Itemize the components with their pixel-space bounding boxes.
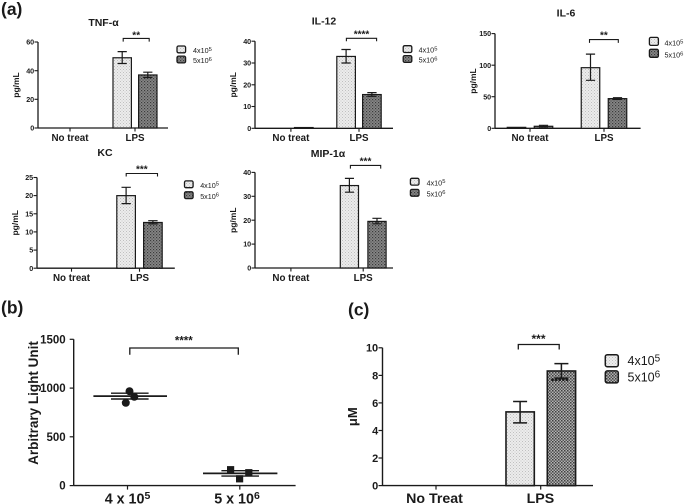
- svg-text:6: 6: [372, 398, 378, 410]
- svg-text:0: 0: [29, 264, 33, 273]
- svg-text:No treat: No treat: [272, 133, 310, 144]
- svg-text:pg/mL: pg/mL: [228, 72, 238, 98]
- svg-text:30: 30: [243, 192, 251, 201]
- svg-text:40: 40: [243, 37, 251, 46]
- svg-text:***: ***: [136, 165, 148, 176]
- svg-text:25: 25: [25, 173, 33, 182]
- svg-text:5x106: 5x106: [193, 56, 212, 65]
- svg-text:MIP-1α: MIP-1α: [311, 148, 346, 160]
- svg-text:4x105: 4x105: [193, 46, 212, 55]
- svg-text:(b): (b): [1, 298, 23, 318]
- svg-text:4x105: 4x105: [628, 353, 661, 368]
- svg-text:15: 15: [25, 209, 33, 218]
- svg-text:500: 500: [47, 432, 66, 444]
- svg-text:No treat: No treat: [511, 133, 549, 144]
- svg-text:5x106: 5x106: [628, 370, 661, 385]
- svg-text:***: ***: [360, 157, 372, 168]
- svg-text:50: 50: [483, 92, 491, 101]
- svg-text:0: 0: [30, 124, 34, 133]
- svg-text:0: 0: [247, 264, 251, 273]
- svg-text:30: 30: [243, 59, 251, 68]
- svg-text:(c): (c): [348, 300, 369, 320]
- svg-text:20: 20: [26, 95, 34, 104]
- svg-text:No treat: No treat: [272, 273, 310, 284]
- svg-text:5 x 106: 5 x 106: [214, 490, 260, 504]
- svg-text:5x106: 5x106: [427, 189, 446, 198]
- svg-text:4x105: 4x105: [665, 39, 684, 48]
- svg-text:IL-6: IL-6: [557, 8, 576, 20]
- svg-text:5: 5: [29, 246, 33, 255]
- svg-text:KC: KC: [97, 147, 113, 159]
- svg-text:4 x 105: 4 x 105: [105, 490, 151, 504]
- svg-text:0: 0: [372, 481, 378, 493]
- svg-text:20: 20: [243, 80, 251, 89]
- svg-text:1500: 1500: [40, 334, 66, 346]
- svg-text:20: 20: [243, 216, 251, 225]
- svg-text:IL-12: IL-12: [312, 16, 337, 28]
- svg-text:8: 8: [372, 370, 378, 382]
- svg-text:0: 0: [487, 124, 491, 133]
- svg-text:LPS: LPS: [527, 491, 555, 504]
- svg-text:100: 100: [479, 61, 491, 70]
- svg-text:pg/mL: pg/mL: [228, 207, 238, 233]
- svg-text:10: 10: [243, 102, 251, 111]
- svg-text:LPS: LPS: [130, 273, 150, 284]
- svg-text:****: ****: [354, 30, 370, 41]
- svg-text:60: 60: [26, 38, 34, 47]
- svg-text:4: 4: [372, 425, 379, 437]
- svg-text:pg/mL: pg/mL: [468, 68, 478, 94]
- svg-text:20: 20: [25, 191, 33, 200]
- svg-text:No treat: No treat: [53, 273, 91, 284]
- svg-text:No Treat: No Treat: [406, 491, 463, 504]
- svg-text:LPS: LPS: [594, 133, 614, 144]
- svg-text:0: 0: [59, 481, 65, 493]
- svg-text:4x105: 4x105: [419, 46, 438, 55]
- svg-text:****: ****: [175, 336, 193, 348]
- svg-text:**: **: [132, 31, 140, 42]
- svg-text:pg/mL: pg/mL: [10, 210, 20, 236]
- svg-text:1000: 1000: [40, 383, 66, 395]
- svg-text:40: 40: [26, 66, 34, 75]
- svg-text:150: 150: [479, 29, 491, 38]
- svg-text:10: 10: [243, 240, 251, 249]
- svg-text:***: ***: [531, 332, 545, 346]
- svg-text:40: 40: [243, 168, 251, 177]
- svg-text:LPS: LPS: [354, 273, 374, 284]
- svg-text:**: **: [600, 31, 608, 42]
- svg-text:LPS: LPS: [349, 133, 369, 144]
- svg-text:LPS: LPS: [125, 133, 145, 144]
- svg-text:No treat: No treat: [51, 133, 89, 144]
- svg-text:5x106: 5x106: [419, 56, 438, 65]
- svg-text:2: 2: [372, 453, 378, 465]
- svg-text:5x106: 5x106: [200, 192, 219, 201]
- svg-text:10: 10: [25, 228, 33, 237]
- svg-text:Arbitrary Light Unit: Arbitrary Light Unit: [26, 341, 41, 465]
- svg-text:4x105: 4x105: [427, 178, 446, 187]
- svg-text:5x106: 5x106: [665, 51, 684, 60]
- svg-text:4x105: 4x105: [200, 181, 219, 190]
- svg-text:TNF-α: TNF-α: [88, 17, 119, 29]
- svg-text:10: 10: [366, 343, 378, 355]
- svg-text:μM: μM: [345, 407, 360, 426]
- svg-text:pg/mL: pg/mL: [11, 72, 21, 98]
- svg-text:0: 0: [247, 124, 251, 133]
- svg-text:(a): (a): [1, 0, 22, 19]
